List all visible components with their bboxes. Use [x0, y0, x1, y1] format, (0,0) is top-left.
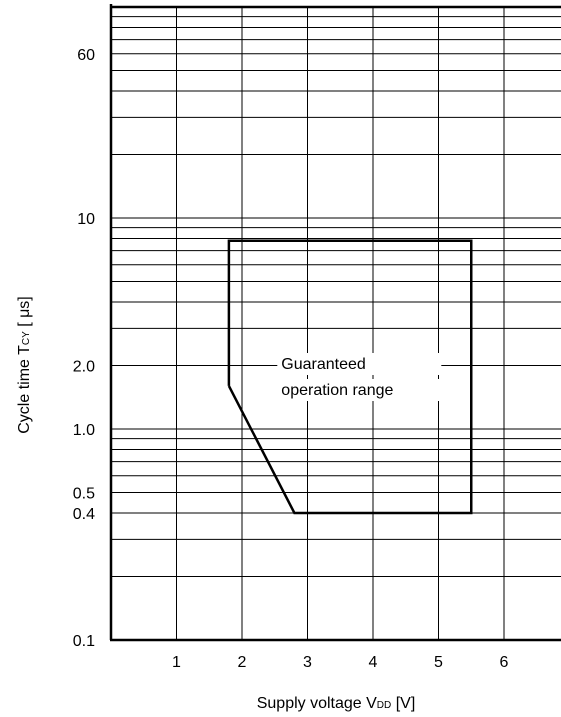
y-tick-label: 0.1: [73, 633, 95, 650]
x-tick-label: 4: [369, 654, 378, 671]
y-tick-label: 10: [77, 211, 95, 228]
annotations: Guaranteed operation range: [277, 353, 442, 401]
annotation-text: Guaranteed: [281, 356, 366, 373]
y-tick-label: 1.0: [73, 422, 95, 439]
x-tick-label: 2: [238, 654, 247, 671]
y-tick-label: 0.5: [73, 486, 95, 503]
operation-range-boundary: [227, 239, 473, 515]
axis-title-main: Supply voltage V: [257, 695, 377, 712]
y-axis-title: Cycle time TCY [ μs]: [16, 296, 33, 434]
x-axis-title: Supply voltage VDD [V]: [257, 695, 416, 712]
y-tick-label: 2.0: [73, 358, 95, 375]
x-tick-label: 1: [172, 654, 181, 671]
annotation-background: [277, 379, 442, 401]
annotation-background: [277, 353, 442, 375]
x-tick-labels: 1 2 3 4 5 6: [172, 654, 509, 671]
y-tick-label: 0.4: [73, 506, 95, 523]
axis-title-subscript: DD: [377, 700, 391, 711]
axis-title-main: Cycle time T: [16, 345, 33, 434]
series-layer: [227, 239, 473, 515]
x-tick-label: 5: [434, 654, 443, 671]
x-tick-label: 6: [500, 654, 509, 671]
x-tick-label: 3: [303, 654, 312, 671]
y-tick-labels: 60 10 2.0 1.0 0.5 0.4 0.1: [73, 47, 95, 650]
annotation-text: operation range: [281, 382, 393, 399]
axis-title-subscript: CY: [21, 331, 32, 345]
y-tick-label: 60: [77, 47, 95, 64]
axis-title-unit: [ μs]: [16, 296, 33, 331]
axis-title-unit: [V]: [391, 695, 415, 712]
grid-lines: [111, 5, 561, 640]
